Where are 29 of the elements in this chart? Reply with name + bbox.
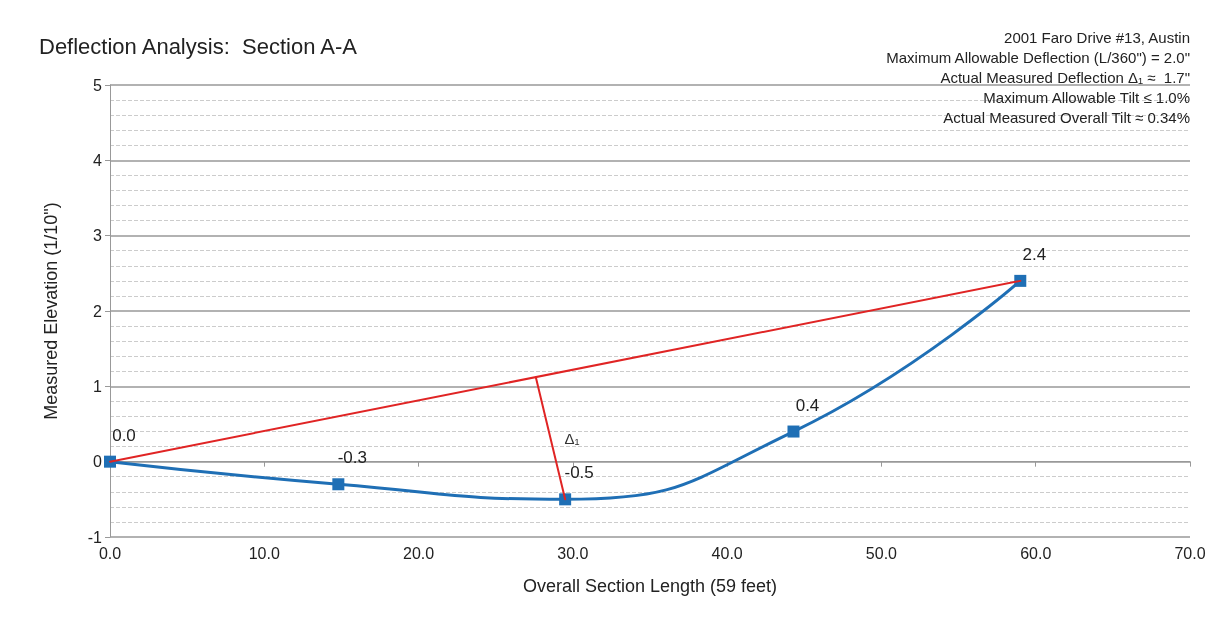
chart-title: Deflection Analysis: Section A-A	[39, 33, 358, 59]
x-tick-label: 30.0	[557, 544, 589, 562]
x-tick-label: 70.0	[1174, 544, 1206, 562]
y-tick-label: 2	[93, 302, 103, 320]
data-label: 0.0	[112, 425, 136, 445]
y-tick-label: -1	[87, 528, 103, 546]
x-tick-label: 20.0	[403, 544, 435, 562]
y-axis-title: Measured Elevation (1/10")	[41, 202, 61, 420]
x-tick-label: 60.0	[1020, 544, 1052, 562]
x-tick-label: 40.0	[711, 544, 743, 562]
x-tick-label: 50.0	[865, 544, 898, 562]
data-label: -0.3	[337, 448, 367, 468]
annotation: Actual Measured Overall Tilt ≈ 0.34%	[943, 109, 1190, 126]
x-axis-title: Overall Section Length (59 feet)	[522, 576, 778, 596]
x-tick-label: 0.0	[98, 544, 122, 562]
y-tick-label: 0	[93, 453, 103, 471]
annotation: Maximum Allowable Tilt ≤ 1.0%	[983, 89, 1190, 106]
data-label: 0.4	[795, 395, 820, 415]
annotation: Δ₁	[564, 429, 580, 447]
y-tick-label: 4	[93, 151, 103, 169]
data-label: -0.5	[564, 463, 594, 483]
text: 2001 Faro Drive #13, Austin	[1004, 29, 1190, 46]
x-tick-label: 10.0	[248, 544, 280, 562]
text: Maximum Allowable Deflection (L/360") = 2.0"	[886, 49, 1190, 66]
y-tick-label: 3	[93, 227, 103, 245]
data-label: 2.4	[1022, 244, 1047, 264]
y-tick-label: 5	[93, 76, 103, 94]
annotation: Actual Measured Deflection Δ₁ ≈ 1.7"	[940, 69, 1190, 86]
y-tick-label: 1	[93, 377, 103, 395]
